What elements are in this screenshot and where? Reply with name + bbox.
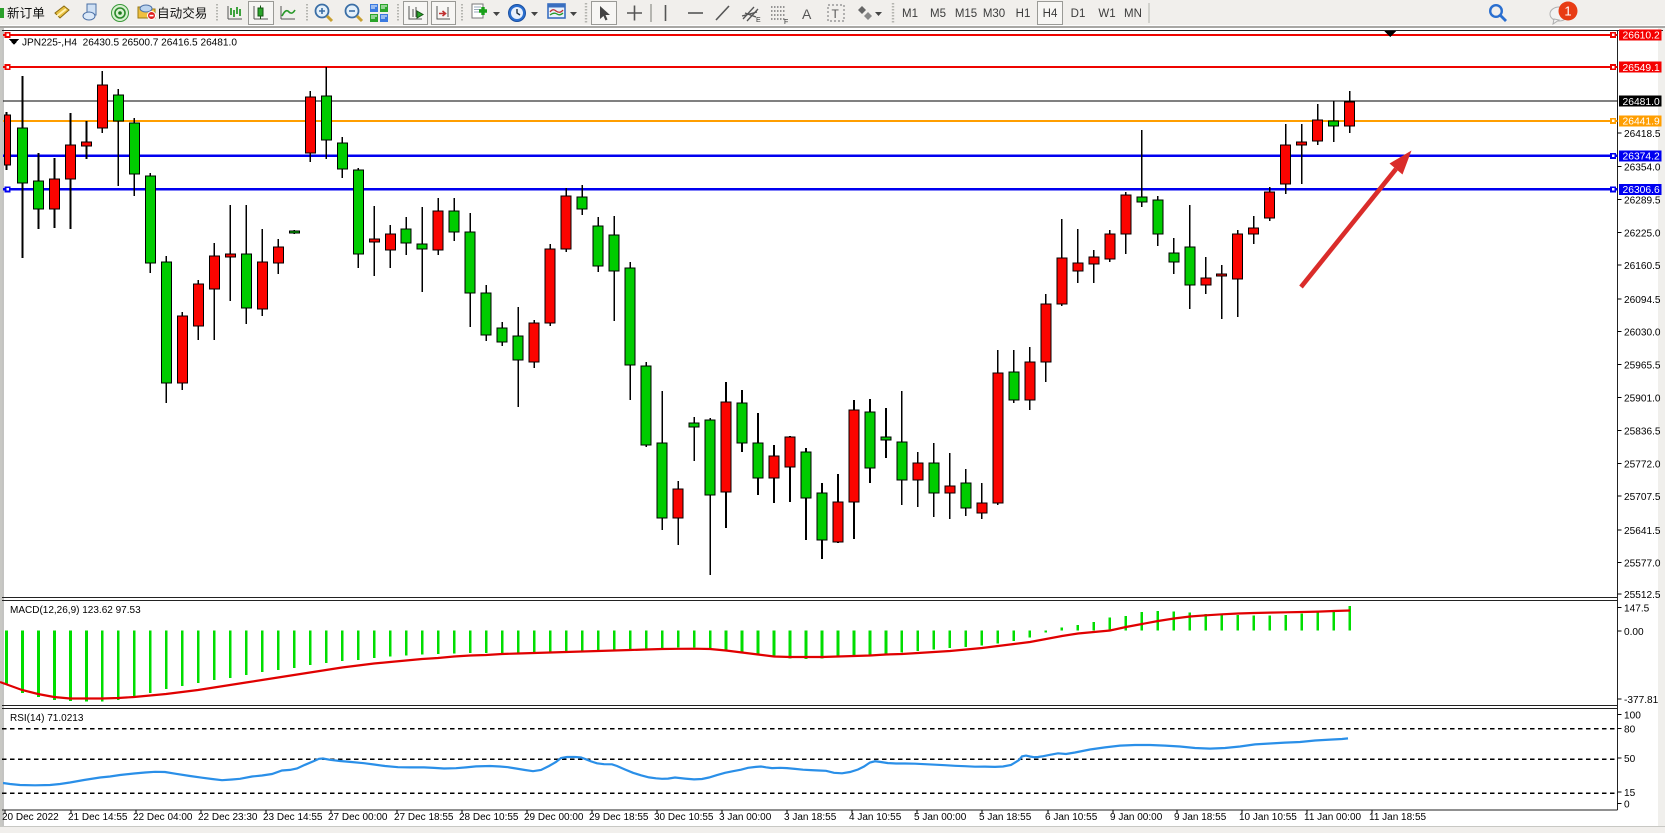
svg-text:26481.0: 26481.0 — [1623, 97, 1660, 108]
svg-text:0: 0 — [1624, 800, 1630, 811]
svg-text:23 Dec 14:55: 23 Dec 14:55 — [263, 812, 323, 823]
svg-text:21 Dec 14:55: 21 Dec 14:55 — [68, 812, 128, 823]
svg-text:A: A — [802, 6, 812, 22]
svg-text:50: 50 — [1624, 754, 1636, 765]
svg-text:15: 15 — [1624, 788, 1636, 799]
svg-text:新订单: 新订单 — [7, 6, 45, 21]
svg-text:5 Jan 00:00: 5 Jan 00:00 — [914, 812, 967, 823]
svg-text:自动交易: 自动交易 — [157, 6, 207, 21]
svg-text:3 Jan 00:00: 3 Jan 00:00 — [719, 812, 772, 823]
svg-text:M30: M30 — [983, 8, 1005, 20]
svg-text:27 Dec 00:00: 27 Dec 00:00 — [328, 812, 388, 823]
svg-text:22 Dec 23:30: 22 Dec 23:30 — [198, 812, 258, 823]
svg-text:MACD(12,26,9) 123.62 97.53: MACD(12,26,9) 123.62 97.53 — [10, 605, 141, 616]
svg-text:26549.1: 26549.1 — [1623, 63, 1660, 74]
svg-text:25577.0: 25577.0 — [1624, 559, 1661, 570]
svg-text:25901.0: 25901.0 — [1624, 394, 1661, 405]
svg-text:H1: H1 — [1016, 8, 1031, 20]
svg-text:25641.5: 25641.5 — [1624, 526, 1661, 537]
svg-text:25772.0: 25772.0 — [1624, 459, 1661, 470]
svg-text:147.5: 147.5 — [1624, 604, 1650, 615]
svg-text:100: 100 — [1624, 711, 1641, 722]
svg-text:3 Jan 18:55: 3 Jan 18:55 — [784, 812, 837, 823]
svg-text:26160.5: 26160.5 — [1624, 261, 1661, 272]
svg-text:25836.5: 25836.5 — [1624, 426, 1661, 437]
svg-text:11 Jan 00:00: 11 Jan 00:00 — [1304, 812, 1362, 823]
svg-text:1: 1 — [1564, 4, 1571, 19]
svg-text:5 Jan 18:55: 5 Jan 18:55 — [979, 812, 1032, 823]
svg-text:22 Dec 04:00: 22 Dec 04:00 — [133, 812, 193, 823]
svg-text:-377.81: -377.81 — [1624, 695, 1659, 706]
svg-text:0.00: 0.00 — [1624, 627, 1644, 638]
svg-text:25965.5: 25965.5 — [1624, 361, 1661, 372]
svg-text:20 Dec 2022: 20 Dec 2022 — [2, 812, 59, 823]
svg-text:26441.9: 26441.9 — [1623, 117, 1660, 128]
svg-text:JPN225-,H4 26430.5 26500.7 26: JPN225-,H4 26430.5 26500.7 26416.5 26481… — [22, 38, 237, 49]
svg-text:80: 80 — [1624, 725, 1636, 736]
svg-text:27 Dec 18:55: 27 Dec 18:55 — [394, 812, 454, 823]
svg-text:9 Jan 18:55: 9 Jan 18:55 — [1174, 812, 1227, 823]
svg-text:M5: M5 — [930, 8, 946, 20]
svg-text:29 Dec 00:00: 29 Dec 00:00 — [524, 812, 584, 823]
svg-text:30 Dec 10:55: 30 Dec 10:55 — [654, 812, 714, 823]
svg-text:11 Jan 18:55: 11 Jan 18:55 — [1369, 812, 1427, 823]
svg-text:MN: MN — [1124, 8, 1142, 20]
svg-text:26418.5: 26418.5 — [1624, 129, 1661, 140]
svg-text:H4: H4 — [1043, 8, 1058, 20]
svg-text:26354.0: 26354.0 — [1624, 163, 1661, 174]
svg-text:9 Jan 00:00: 9 Jan 00:00 — [1110, 812, 1163, 823]
svg-text:6 Jan 10:55: 6 Jan 10:55 — [1045, 812, 1098, 823]
svg-text:M1: M1 — [902, 8, 918, 20]
svg-text:T: T — [832, 7, 840, 21]
svg-text:26030.0: 26030.0 — [1624, 328, 1661, 339]
svg-text:M15: M15 — [955, 8, 977, 20]
svg-text:26225.0: 26225.0 — [1624, 228, 1661, 239]
svg-text:25512.5: 25512.5 — [1624, 590, 1661, 601]
svg-text:25707.5: 25707.5 — [1624, 492, 1661, 503]
svg-text:26610.2: 26610.2 — [1623, 31, 1660, 42]
svg-text:26289.5: 26289.5 — [1624, 195, 1661, 206]
svg-text:28 Dec 10:55: 28 Dec 10:55 — [459, 812, 519, 823]
svg-text:10 Jan 10:55: 10 Jan 10:55 — [1239, 812, 1297, 823]
svg-text:RSI(14) 71.0213: RSI(14) 71.0213 — [10, 713, 84, 724]
svg-text:26374.2: 26374.2 — [1623, 152, 1660, 163]
svg-text:4 Jan 10:55: 4 Jan 10:55 — [849, 812, 902, 823]
svg-text:F: F — [784, 19, 788, 26]
svg-text:D1: D1 — [1071, 8, 1086, 20]
svg-text:26094.5: 26094.5 — [1624, 295, 1661, 306]
svg-text:26306.6: 26306.6 — [1623, 185, 1660, 196]
svg-text:E: E — [756, 17, 761, 24]
svg-text:29 Dec 18:55: 29 Dec 18:55 — [589, 812, 649, 823]
svg-text:W1: W1 — [1098, 8, 1115, 20]
